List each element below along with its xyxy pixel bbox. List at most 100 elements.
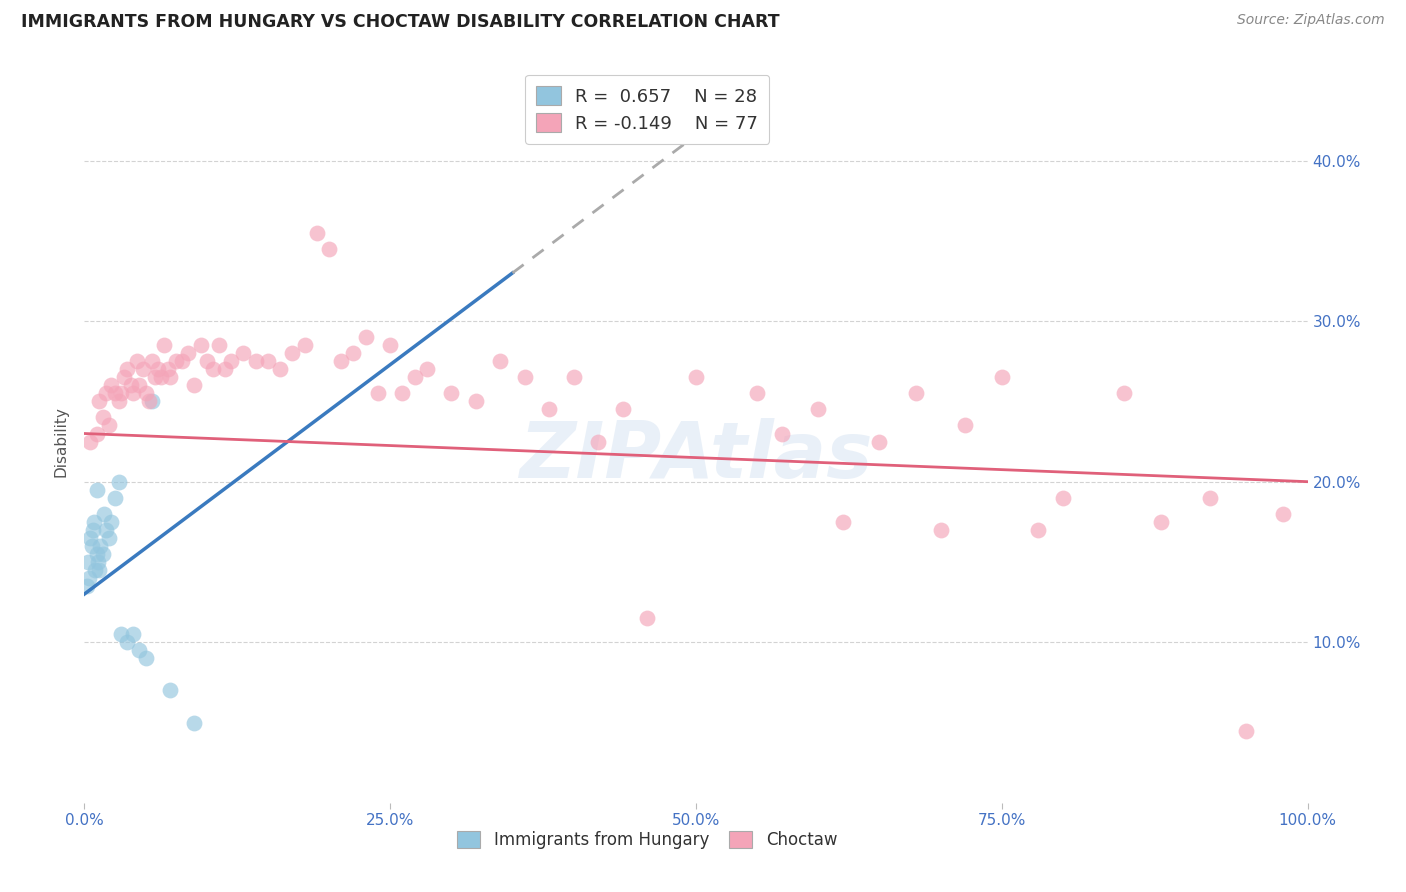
Point (153, 338, 176, 352)
Point (367, 386, 389, 401)
Point (122, 386, 145, 401)
Point (110, 627, 132, 641)
Point (80, 539, 103, 553)
Point (219, 354, 242, 368)
Point (354, 330, 377, 344)
Point (87, 394, 110, 409)
Point (685, 370, 707, 384)
Point (82, 523, 104, 537)
Point (391, 386, 413, 401)
Text: Source: ZipAtlas.com: Source: ZipAtlas.com (1237, 13, 1385, 28)
Point (79, 531, 101, 545)
Point (208, 338, 231, 352)
Point (86, 547, 108, 561)
Point (489, 354, 512, 368)
Point (305, 226, 328, 240)
Point (747, 386, 769, 401)
Point (132, 362, 155, 376)
Point (562, 370, 585, 384)
Point (91, 410, 114, 425)
Point (513, 370, 536, 384)
Point (87, 555, 110, 569)
Y-axis label: Disability: Disability (53, 406, 69, 477)
Point (214, 362, 236, 376)
Point (89, 539, 111, 553)
Point (869, 434, 891, 449)
Point (93, 507, 115, 521)
Point (281, 346, 304, 360)
Point (128, 378, 150, 392)
Point (1198, 491, 1220, 505)
Point (138, 394, 160, 409)
Point (172, 354, 194, 368)
Point (107, 394, 129, 409)
Point (807, 402, 830, 417)
Point (831, 515, 853, 529)
Point (905, 386, 928, 401)
Point (150, 370, 173, 384)
Point (190, 338, 212, 352)
Point (128, 643, 150, 657)
Point (79, 434, 101, 449)
Point (96, 386, 118, 401)
Point (201, 362, 224, 376)
Point (141, 394, 163, 409)
Point (104, 386, 127, 401)
Point (257, 354, 280, 368)
Point (83, 515, 105, 529)
Point (953, 418, 976, 433)
Point (636, 611, 658, 625)
Point (538, 402, 561, 417)
Point (464, 394, 486, 409)
Point (1272, 507, 1295, 521)
Point (1052, 491, 1074, 505)
Text: IMMIGRANTS FROM HUNGARY VS CHOCTAW DISABILITY CORRELATION CHART: IMMIGRANTS FROM HUNGARY VS CHOCTAW DISAB… (21, 13, 780, 31)
Point (1150, 515, 1173, 529)
Point (195, 354, 218, 368)
Point (269, 362, 291, 376)
Point (318, 242, 340, 256)
Point (770, 426, 793, 441)
Legend: Immigrants from Hungary, Choctaw: Immigrants from Hungary, Choctaw (450, 824, 844, 856)
Point (991, 370, 1014, 384)
Point (245, 354, 267, 368)
Point (141, 354, 163, 368)
Point (159, 370, 181, 384)
Point (135, 651, 157, 665)
Point (156, 362, 179, 376)
Point (76, 579, 98, 593)
Point (1028, 523, 1050, 537)
Point (183, 378, 205, 392)
Point (125, 354, 148, 368)
Point (107, 475, 129, 489)
Point (404, 370, 426, 384)
Point (97, 531, 120, 545)
Point (77, 555, 100, 569)
Point (586, 434, 609, 449)
Point (84, 563, 107, 577)
Point (294, 338, 316, 352)
Point (416, 362, 439, 376)
Point (86, 483, 108, 497)
Point (100, 378, 122, 392)
Point (97, 418, 120, 433)
Point (380, 338, 402, 352)
Point (110, 386, 132, 401)
Point (929, 523, 952, 537)
Point (440, 386, 463, 401)
Point (135, 386, 157, 401)
Point (1236, 723, 1258, 738)
Point (115, 635, 138, 649)
Point (143, 370, 166, 384)
Point (112, 370, 135, 384)
Point (183, 715, 205, 730)
Point (104, 491, 127, 505)
Point (342, 346, 364, 360)
Point (177, 346, 200, 360)
Point (1114, 386, 1136, 401)
Point (77, 571, 100, 585)
Text: ZIPAtlas: ZIPAtlas (519, 418, 873, 494)
Point (159, 683, 181, 698)
Point (330, 354, 353, 368)
Point (165, 354, 187, 368)
